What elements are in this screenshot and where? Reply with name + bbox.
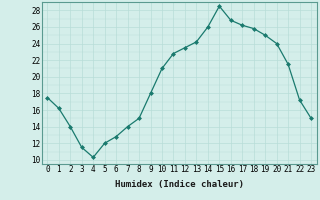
X-axis label: Humidex (Indice chaleur): Humidex (Indice chaleur) bbox=[115, 180, 244, 189]
